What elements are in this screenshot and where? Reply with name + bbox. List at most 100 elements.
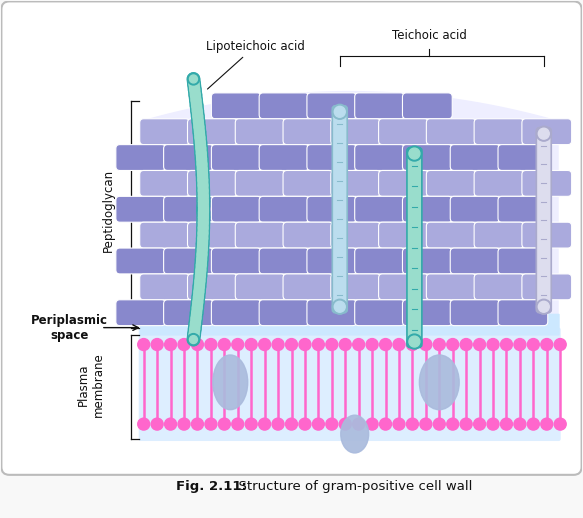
Circle shape [473,339,486,351]
Circle shape [420,339,432,351]
Circle shape [205,339,217,351]
FancyBboxPatch shape [498,145,548,170]
FancyBboxPatch shape [116,145,166,170]
Circle shape [299,418,311,430]
Circle shape [219,418,230,430]
FancyBboxPatch shape [307,93,357,119]
FancyBboxPatch shape [139,327,561,441]
FancyBboxPatch shape [259,145,309,170]
Circle shape [191,339,203,351]
Circle shape [164,418,177,430]
Ellipse shape [419,355,459,410]
Circle shape [487,339,499,351]
FancyBboxPatch shape [140,314,560,336]
Circle shape [151,418,163,430]
Circle shape [339,339,351,351]
Circle shape [541,339,553,351]
Circle shape [447,339,459,351]
FancyBboxPatch shape [522,222,572,248]
Text: Fig. 2.11:: Fig. 2.11: [175,480,247,493]
Circle shape [334,301,345,312]
Circle shape [312,418,324,430]
FancyBboxPatch shape [212,145,261,170]
Circle shape [366,418,378,430]
FancyBboxPatch shape [1,2,582,475]
FancyBboxPatch shape [259,196,309,222]
FancyBboxPatch shape [236,119,285,145]
FancyBboxPatch shape [140,170,189,196]
Circle shape [554,339,566,351]
FancyBboxPatch shape [188,119,237,145]
FancyBboxPatch shape [283,274,333,300]
FancyBboxPatch shape [402,196,452,222]
Circle shape [272,339,284,351]
FancyBboxPatch shape [378,170,429,196]
FancyBboxPatch shape [498,248,548,274]
Circle shape [409,336,420,347]
FancyBboxPatch shape [354,93,405,119]
FancyBboxPatch shape [212,248,261,274]
Circle shape [178,418,190,430]
Circle shape [189,336,198,343]
Polygon shape [141,91,559,315]
FancyBboxPatch shape [474,274,524,300]
Circle shape [259,418,271,430]
FancyBboxPatch shape [426,119,476,145]
Circle shape [366,339,378,351]
FancyBboxPatch shape [212,93,261,119]
Circle shape [380,339,392,351]
FancyBboxPatch shape [164,248,213,274]
Circle shape [460,339,472,351]
FancyBboxPatch shape [426,222,476,248]
FancyBboxPatch shape [188,274,237,300]
Circle shape [393,339,405,351]
FancyBboxPatch shape [307,248,357,274]
Circle shape [245,418,257,430]
FancyBboxPatch shape [354,145,405,170]
FancyBboxPatch shape [140,274,189,300]
FancyBboxPatch shape [212,196,261,222]
Circle shape [332,104,347,119]
Circle shape [232,418,244,430]
FancyBboxPatch shape [331,222,381,248]
FancyBboxPatch shape [402,93,452,119]
FancyBboxPatch shape [212,300,261,326]
FancyBboxPatch shape [426,170,476,196]
FancyBboxPatch shape [474,119,524,145]
Circle shape [334,106,345,117]
Circle shape [500,418,512,430]
FancyBboxPatch shape [378,274,429,300]
Circle shape [312,339,324,351]
FancyBboxPatch shape [498,300,548,326]
Circle shape [191,418,203,430]
Circle shape [326,418,338,430]
Circle shape [188,334,199,346]
Text: Periplasmic
space: Periplasmic space [30,313,108,342]
Circle shape [538,301,549,312]
FancyBboxPatch shape [116,300,166,326]
Circle shape [299,339,311,351]
Circle shape [178,339,190,351]
FancyBboxPatch shape [164,196,213,222]
FancyBboxPatch shape [259,300,309,326]
Circle shape [407,334,422,349]
Circle shape [406,418,419,430]
FancyBboxPatch shape [140,222,189,248]
FancyBboxPatch shape [378,119,429,145]
FancyBboxPatch shape [450,248,500,274]
FancyBboxPatch shape [354,248,405,274]
Circle shape [538,128,549,139]
FancyBboxPatch shape [402,145,452,170]
Circle shape [380,418,392,430]
FancyBboxPatch shape [426,274,476,300]
FancyBboxPatch shape [236,170,285,196]
FancyBboxPatch shape [236,222,285,248]
Circle shape [138,339,150,351]
Circle shape [500,339,512,351]
Circle shape [353,418,364,430]
Text: Lipoteichoic acid: Lipoteichoic acid [206,40,304,89]
Circle shape [326,339,338,351]
Circle shape [447,418,459,430]
FancyBboxPatch shape [259,248,309,274]
FancyBboxPatch shape [331,170,381,196]
